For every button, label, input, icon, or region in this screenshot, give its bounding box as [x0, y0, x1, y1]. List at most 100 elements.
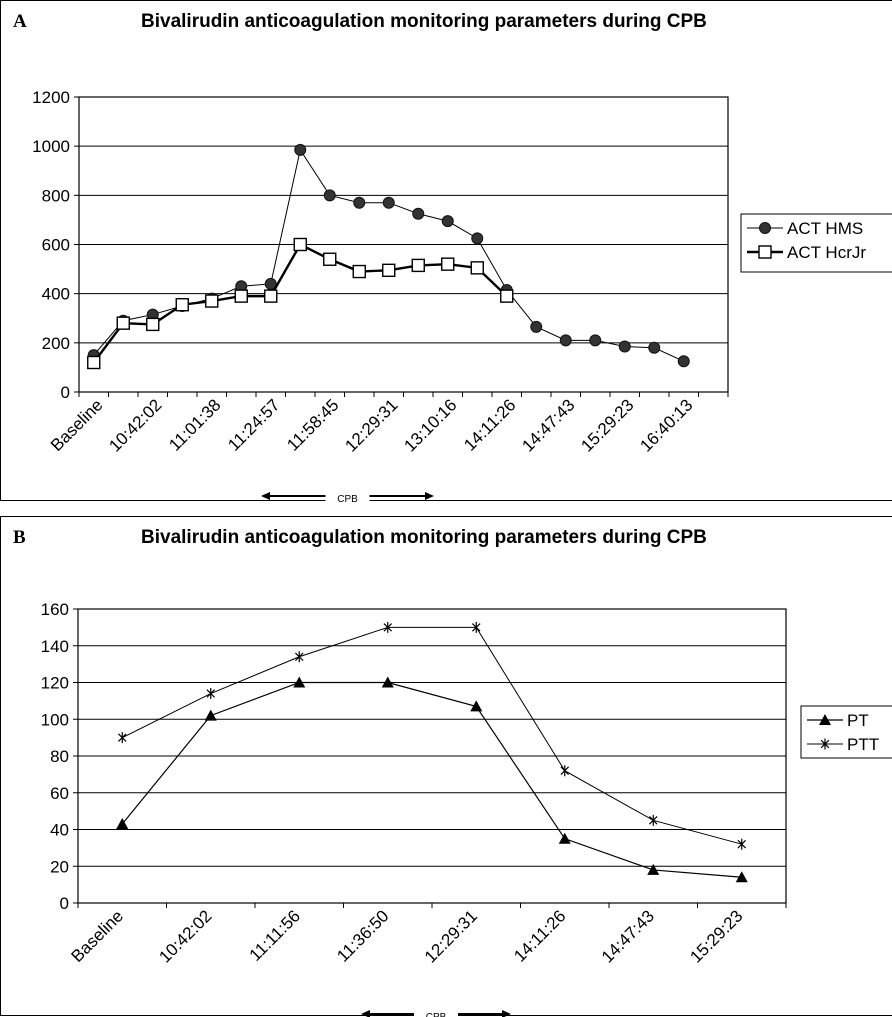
x-tick-label: 15:29:23	[686, 906, 746, 966]
data-point	[323, 252, 337, 266]
x-tick-label: Baseline	[68, 906, 128, 966]
y-tick-label: 200	[42, 334, 70, 353]
y-tick-label: 400	[42, 285, 70, 304]
data-point	[648, 341, 661, 354]
data-point	[558, 832, 571, 844]
x-tick-label: 15:29:23	[577, 395, 637, 455]
data-point	[382, 196, 395, 209]
data-point	[441, 257, 455, 271]
cpb-arrow-right-head	[425, 492, 434, 500]
data-point	[294, 143, 307, 156]
data-point	[471, 621, 481, 633]
x-tick-label: 14:47:43	[598, 906, 658, 966]
data-point	[264, 289, 278, 303]
data-point	[146, 317, 160, 332]
y-tick-label: 40	[50, 821, 69, 840]
y-tick-label: 600	[42, 236, 70, 255]
data-point	[175, 298, 189, 312]
data-point	[441, 215, 454, 228]
x-tick-label: 11:24:57	[224, 395, 283, 454]
legend-label: PTT	[847, 735, 879, 754]
x-tick-label: 13:10:16	[400, 395, 460, 455]
y-tick-label: 160	[41, 600, 69, 619]
y-tick-label: 800	[42, 186, 70, 205]
y-tick-label: 120	[41, 674, 69, 693]
x-tick-label: 16:40:13	[636, 395, 696, 455]
chart-panel-b: B Bivalirudin anticoagulation monitoring…	[0, 516, 892, 1017]
data-point	[381, 676, 394, 688]
legend: ACT HMS ACT HcrJr	[740, 213, 892, 273]
x-tick-label: 14:47:43	[518, 395, 578, 455]
series-act-hms	[87, 143, 690, 368]
y-tick-label: 140	[41, 637, 69, 656]
legend-marker	[820, 738, 830, 750]
x-tick-label: Baseline	[47, 395, 107, 455]
legend-box	[800, 705, 892, 759]
data-point	[352, 264, 366, 279]
cpb-arrow-right-head	[502, 1010, 511, 1017]
legend-marker	[758, 245, 772, 259]
data-point	[648, 814, 658, 826]
data-point	[294, 651, 304, 663]
cpb-arrow-left-head	[261, 492, 270, 500]
data-point	[500, 289, 514, 303]
legend: PT PTT	[800, 705, 892, 759]
data-point	[117, 732, 127, 744]
data-point	[559, 334, 572, 347]
series-ptt	[117, 621, 747, 850]
data-point	[470, 700, 483, 712]
legend-marker	[759, 222, 771, 234]
legend-marker	[819, 714, 831, 725]
data-point	[293, 237, 307, 252]
data-point	[205, 294, 219, 308]
panel-label-b: B	[13, 527, 26, 548]
data-point	[264, 277, 277, 290]
x-tick-label: 12:29:31	[341, 395, 401, 455]
legend-label: PT	[847, 711, 869, 730]
data-point	[589, 334, 602, 347]
cpb-annotation: CPB	[361, 1010, 511, 1017]
data-point	[560, 765, 570, 777]
data-point	[383, 621, 393, 633]
y-tick-label: 1200	[32, 88, 70, 107]
data-point	[293, 676, 306, 688]
y-tick-label: 0	[61, 383, 70, 402]
data-point	[204, 709, 217, 721]
chart-panel-a: A Bivalirudin anticoagulation monitoring…	[0, 0, 892, 502]
cpb-arrow-left-head	[361, 1010, 370, 1017]
data-point	[647, 863, 660, 875]
data-point	[87, 355, 101, 370]
x-tick-label: 10:42:02	[105, 395, 165, 455]
x-tick-label: 11:58:45	[283, 395, 342, 454]
data-point	[234, 289, 248, 303]
data-point	[471, 232, 484, 245]
data-point	[116, 316, 130, 330]
data-point	[470, 261, 484, 275]
cpb-annotation: CPB	[261, 492, 434, 502]
x-tick-label: 11:36:50	[333, 906, 392, 965]
x-tick-label: 11:01:38	[165, 395, 224, 454]
x-tick-label: 12:29:31	[421, 906, 481, 966]
data-point	[116, 817, 129, 829]
series-line	[121, 681, 742, 878]
series-line	[122, 626, 742, 845]
panel-label-a: A	[13, 11, 27, 32]
x-tick-label: 10:42:02	[155, 906, 215, 966]
cpb-label: CPB	[337, 494, 358, 502]
x-tick-label: 14:11:26	[460, 395, 519, 454]
series-line	[93, 148, 684, 362]
y-tick-label: 60	[50, 784, 69, 803]
chart-title-b: Bivalirudin anticoagulation monitoring p…	[141, 527, 707, 548]
x-tick-label: 11:11:56	[246, 906, 304, 964]
legend-label: ACT HMS	[787, 219, 863, 238]
data-point	[411, 258, 425, 273]
series-pt	[116, 676, 748, 883]
chart-b-svg: 0 20 40 60 80 100 120 140 160 Baseline 10:42:02 11:…	[41, 600, 892, 1017]
cpb-label-bg	[325, 492, 370, 502]
data-point	[530, 320, 543, 333]
data-point	[412, 207, 425, 220]
x-tick-label: 14:11:26	[510, 906, 569, 965]
data-point	[206, 688, 216, 700]
data-point	[618, 340, 631, 353]
